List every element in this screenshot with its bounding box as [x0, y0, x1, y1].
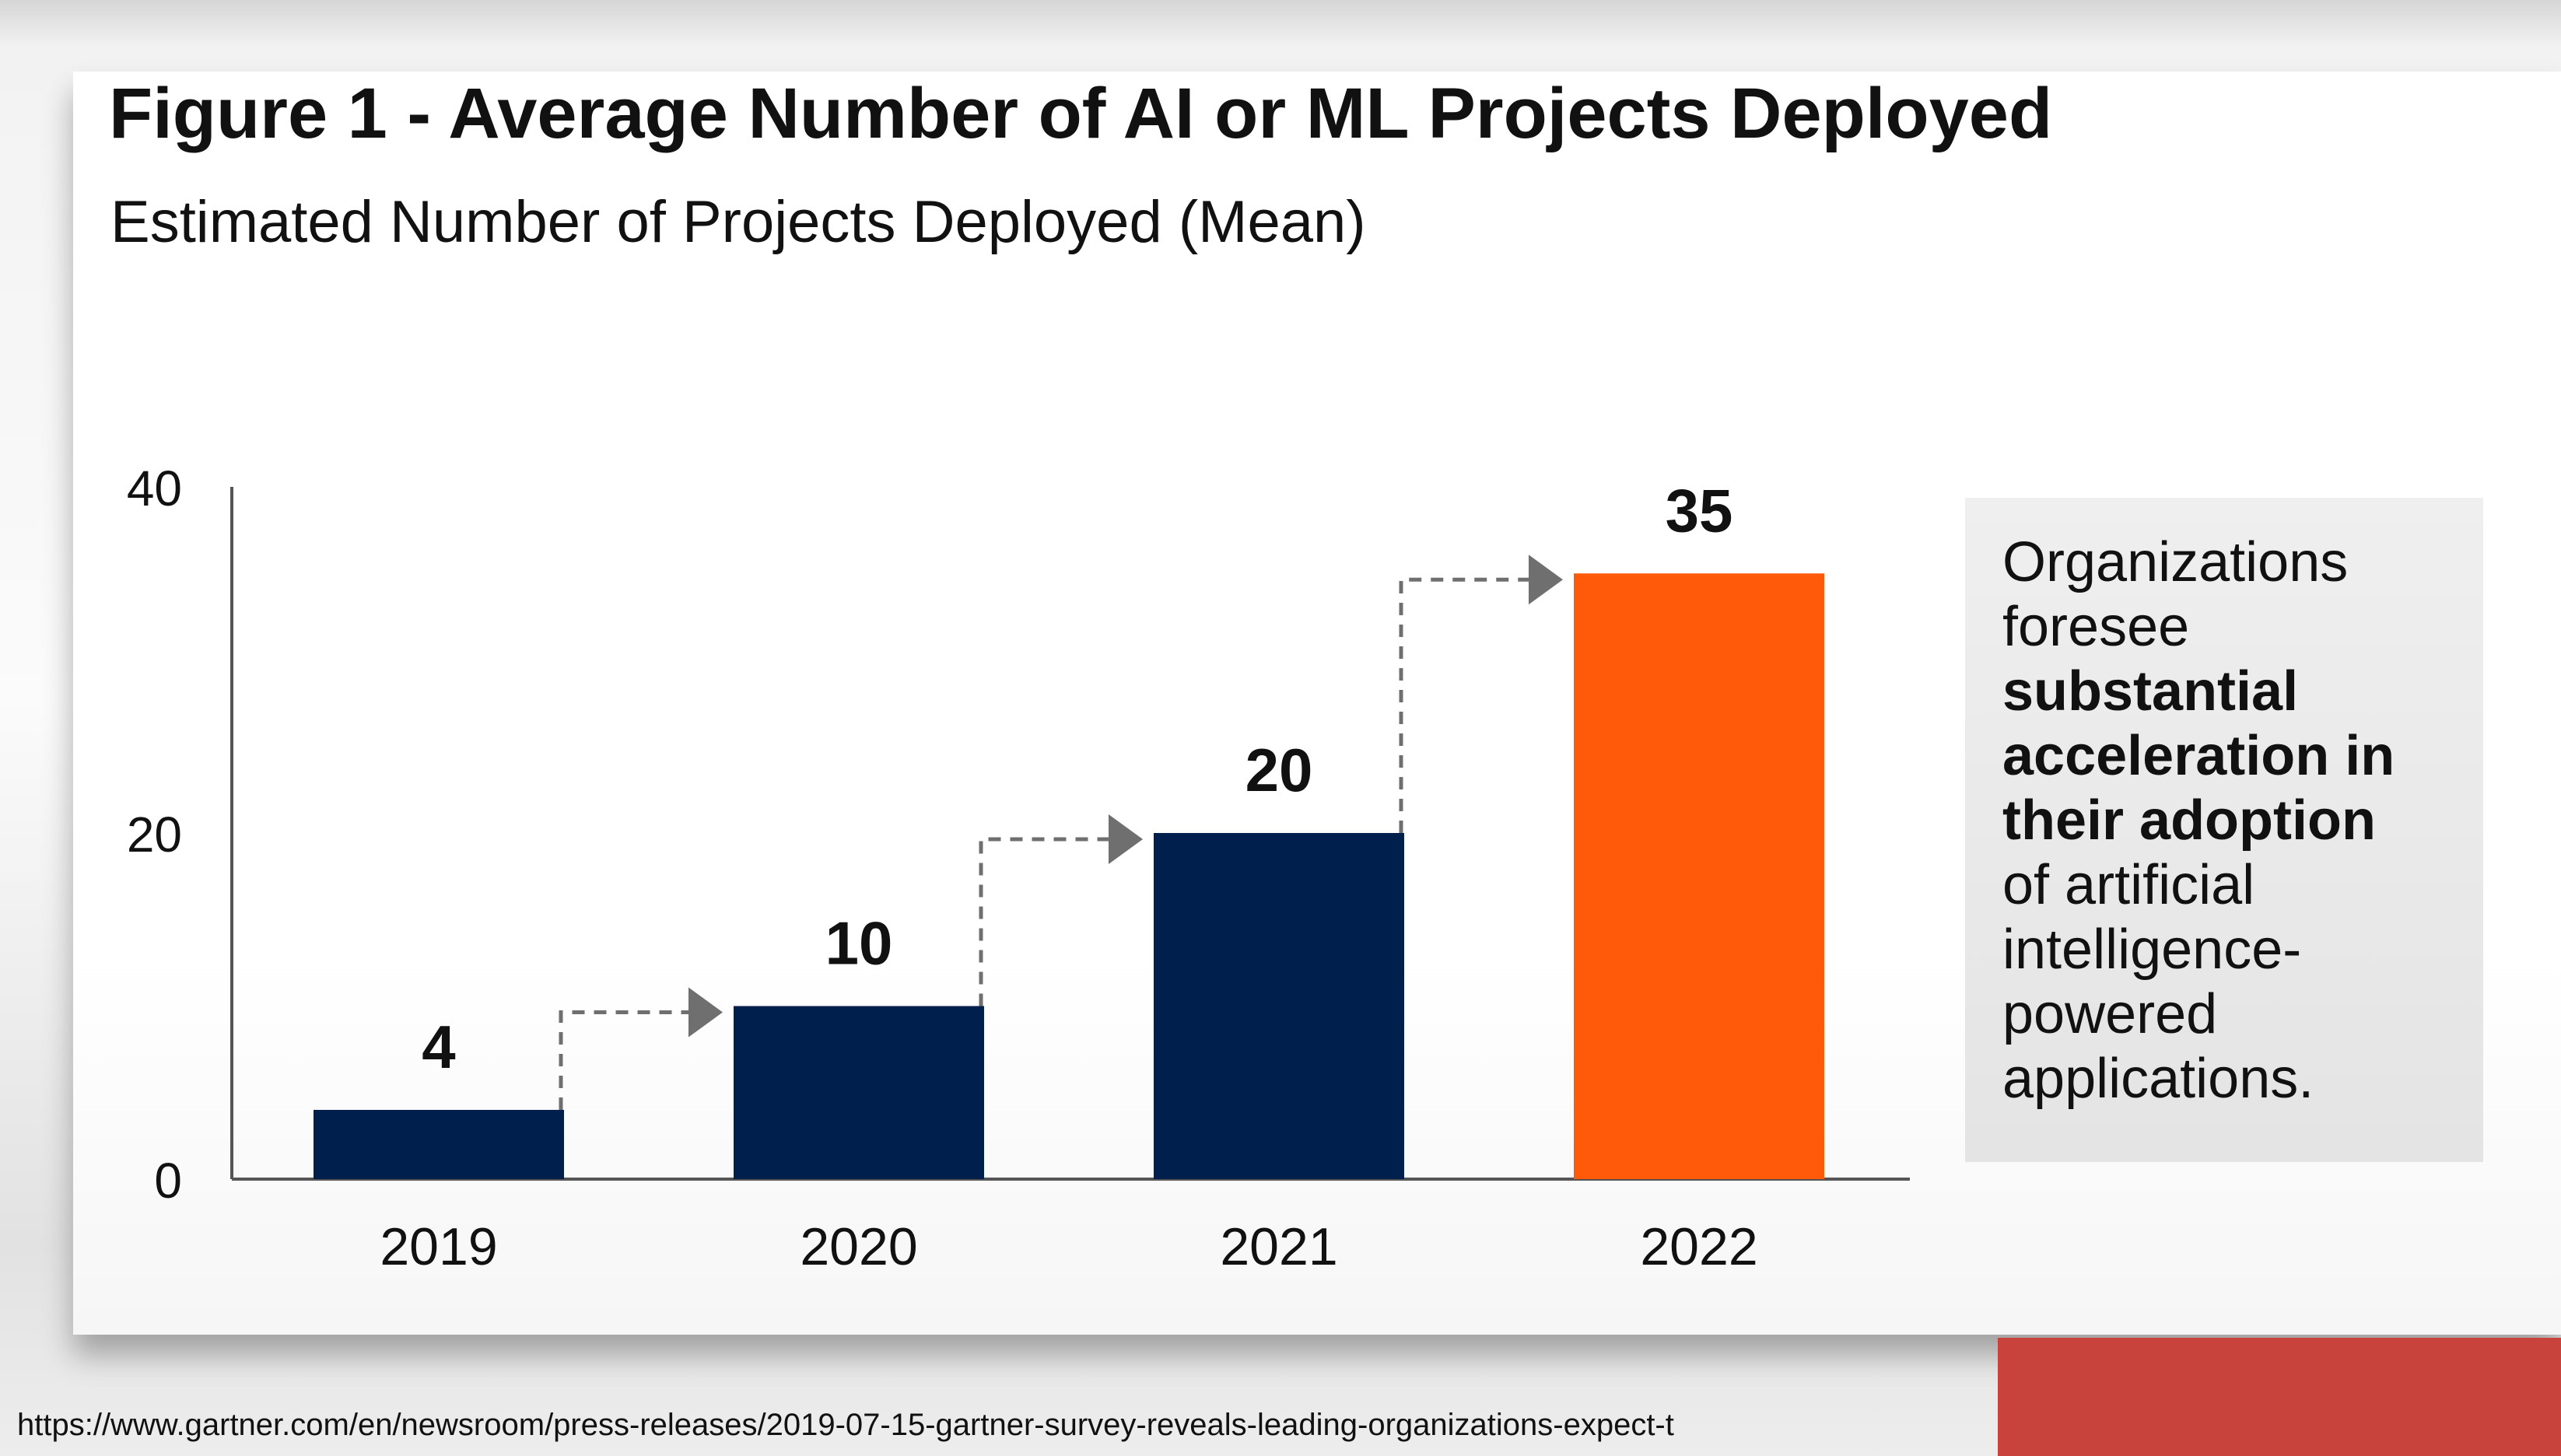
data-label: 35 [1666, 476, 1733, 544]
x-tick-label: 2022 [1640, 1217, 1757, 1276]
bars [314, 573, 1824, 1179]
growth-arrows [559, 555, 1563, 1110]
x-axis: 2019 2020 2021 2022 [232, 1178, 1910, 1276]
callout-line-bold: substantial [2002, 660, 2468, 724]
growth-arrow-line [559, 1010, 688, 1110]
callout-line: of artificial [2002, 854, 2255, 916]
callout-line: intelligence- [2002, 919, 2302, 981]
y-axis: 0 20 40 [127, 460, 233, 1209]
chart-subtitle: Estimated Number of Projects Deployed (M… [110, 189, 1366, 255]
growth-arrow-head [1109, 814, 1143, 864]
growth-arrow-line [1399, 577, 1529, 833]
y-tick-label: 0 [154, 1153, 182, 1209]
growth-arrow-head [1529, 555, 1563, 605]
bar [314, 1110, 564, 1179]
growth-arrow-head [688, 987, 723, 1038]
data-label: 20 [1245, 736, 1313, 804]
y-tick-label: 40 [127, 460, 182, 516]
callout-bold-text: acceleration in [2002, 725, 2395, 787]
source-url[interactable]: https://www.gartner.com/en/newsroom/pres… [17, 1408, 1674, 1442]
bar [734, 1006, 984, 1179]
callout-line: foresee [2002, 596, 2190, 658]
callout-line: Organizations [2002, 531, 2349, 593]
growth-arrow-line [979, 837, 1109, 1006]
callout-bold-text: their adoption [2002, 789, 2376, 852]
chart-title: Figure 1 - Average Number of AI or ML Pr… [109, 74, 2053, 153]
x-tick-label: 2020 [800, 1217, 917, 1276]
y-tick-label: 20 [127, 807, 182, 863]
callout-line: powered [2002, 983, 2218, 1045]
callout-line: applications. [2002, 1048, 2314, 1110]
data-label: 10 [825, 909, 893, 978]
decorative-red-block [1998, 1338, 2561, 1456]
data-label: 4 [422, 1013, 455, 1081]
callout-line-bold: acceleration in [2002, 724, 2468, 789]
callout-bold-text: substantial [2002, 660, 2299, 723]
callout-line-bold: their adoption [2002, 789, 2468, 853]
data-labels: 4 10 20 35 [422, 476, 1732, 1081]
bar [1154, 833, 1404, 1179]
callout-box: Organizations foresee substantial accele… [1965, 498, 2483, 1162]
bar [1574, 573, 1824, 1179]
x-tick-label: 2021 [1220, 1217, 1337, 1276]
x-tick-label: 2019 [380, 1217, 497, 1276]
